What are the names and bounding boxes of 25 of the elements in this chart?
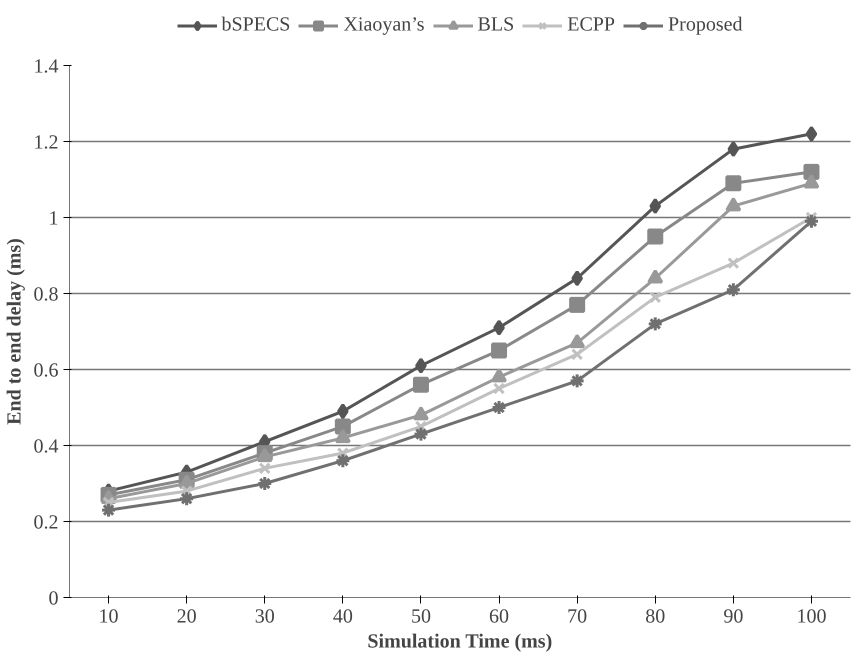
y-tick-label: 1 [48, 208, 58, 230]
x-tick-label: 70 [567, 606, 588, 628]
y-tick-label: 0.6 [34, 360, 58, 382]
x-tick-label: 60 [489, 606, 510, 628]
x-tick-label: 50 [410, 606, 431, 628]
x-tick-label: 90 [723, 606, 744, 628]
legend-label: Proposed [668, 14, 742, 36]
y-tick-label: 0.8 [34, 284, 58, 306]
y-tick-label: 0.4 [34, 436, 58, 458]
legend-label: ECPP [567, 14, 616, 36]
legend-label: Xiaoyan’s [343, 14, 425, 36]
x-tick-label: 20 [176, 606, 197, 628]
x-tick-label: 100 [796, 606, 826, 628]
y-tick-label: 0.2 [34, 512, 58, 534]
y-axis-title: End to end delay (ms) [4, 238, 26, 425]
x-axis-title: Simulation Time (ms) [367, 630, 552, 652]
x-tick-label: 30 [254, 606, 275, 628]
x-tick-label: 10 [98, 606, 119, 628]
x-tick-label: 40 [332, 606, 353, 628]
y-tick-label: 0 [48, 588, 58, 610]
x-tick-label: 80 [645, 606, 666, 628]
legend-label: BLS [478, 14, 514, 36]
legend-label: bSPECS [222, 14, 290, 36]
y-tick-label: 1.4 [34, 56, 58, 78]
y-tick-label: 1.2 [34, 132, 58, 154]
